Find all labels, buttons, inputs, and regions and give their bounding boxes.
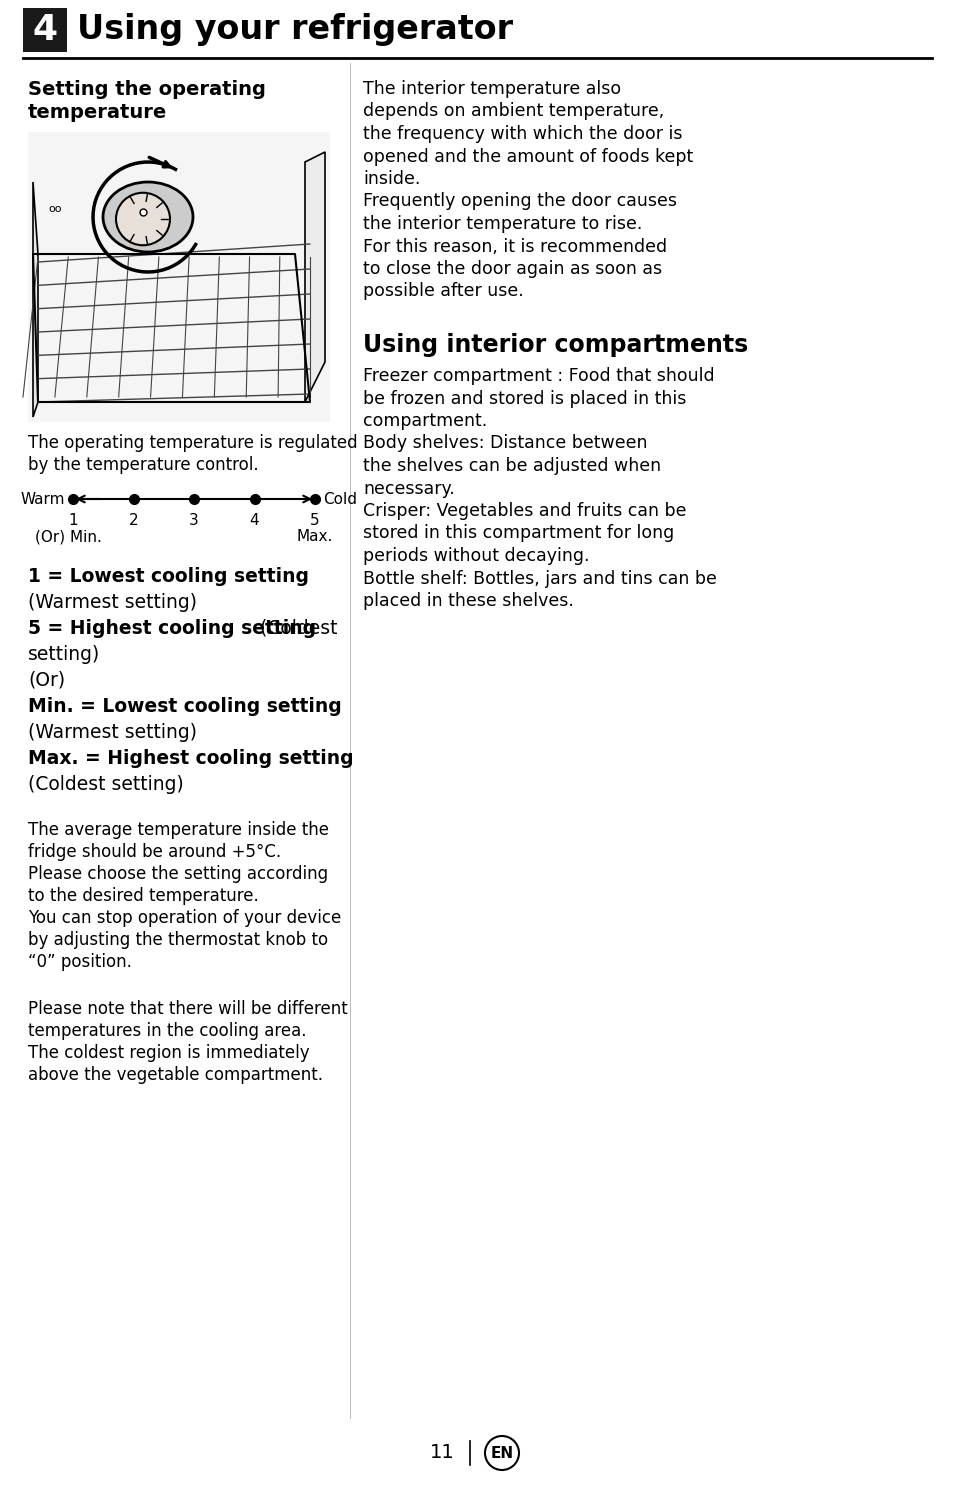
Text: the frequency with which the door is: the frequency with which the door is	[363, 124, 683, 142]
Text: by the temperature control.: by the temperature control.	[28, 455, 258, 473]
Text: necessary.: necessary.	[363, 479, 455, 497]
Text: Freezer compartment : Food that should: Freezer compartment : Food that should	[363, 367, 714, 385]
Text: Please choose the setting according: Please choose the setting according	[28, 864, 328, 882]
Text: 11: 11	[430, 1444, 455, 1462]
Text: 3: 3	[189, 512, 199, 527]
Text: above the vegetable compartment.: above the vegetable compartment.	[28, 1067, 323, 1085]
Text: The interior temperature also: The interior temperature also	[363, 79, 621, 97]
Text: fridge should be around +5°C.: fridge should be around +5°C.	[28, 843, 281, 861]
Text: periods without decaying.: periods without decaying.	[363, 547, 589, 565]
Text: depends on ambient temperature,: depends on ambient temperature,	[363, 102, 664, 120]
Text: Min. = Lowest cooling setting: Min. = Lowest cooling setting	[28, 697, 342, 716]
Text: 4: 4	[33, 13, 58, 46]
Text: 4: 4	[250, 512, 259, 527]
Text: (Or): (Or)	[28, 671, 65, 691]
Text: placed in these shelves.: placed in these shelves.	[363, 592, 574, 610]
Text: setting): setting)	[28, 646, 100, 664]
Text: 1 = Lowest cooling setting: 1 = Lowest cooling setting	[28, 568, 309, 586]
Polygon shape	[305, 151, 325, 401]
Text: Max.: Max.	[297, 529, 333, 544]
Text: “0” position.: “0” position.	[28, 953, 132, 971]
Text: the shelves can be adjusted when: the shelves can be adjusted when	[363, 457, 661, 475]
Text: Frequently opening the door causes: Frequently opening the door causes	[363, 193, 677, 211]
Text: the interior temperature to rise.: the interior temperature to rise.	[363, 216, 642, 234]
Bar	[28, 132, 330, 422]
Text: The average temperature inside the: The average temperature inside the	[28, 821, 329, 839]
Polygon shape	[33, 181, 38, 416]
Text: Max. = Highest cooling setting: Max. = Highest cooling setting	[28, 749, 353, 768]
Text: 1: 1	[68, 512, 78, 527]
Text: (Or) Min.: (Or) Min.	[35, 529, 102, 544]
Text: (Warmest setting): (Warmest setting)	[28, 593, 197, 613]
Text: Body shelves: Distance between: Body shelves: Distance between	[363, 434, 647, 452]
Text: to close the door again as soon as: to close the door again as soon as	[363, 261, 662, 279]
Text: to the desired temperature.: to the desired temperature.	[28, 887, 259, 905]
Text: 5: 5	[310, 512, 320, 527]
Text: compartment.: compartment.	[363, 412, 488, 430]
Text: EN: EN	[491, 1446, 514, 1461]
Text: temperatures in the cooling area.: temperatures in the cooling area.	[28, 1022, 306, 1040]
Text: be frozen and stored is placed in this: be frozen and stored is placed in this	[363, 389, 686, 407]
Text: For this reason, it is recommended: For this reason, it is recommended	[363, 238, 667, 256]
Text: by adjusting the thermostat knob to: by adjusting the thermostat knob to	[28, 930, 328, 950]
Text: Bottle shelf: Bottles, jars and tins can be: Bottle shelf: Bottles, jars and tins can…	[363, 569, 717, 587]
Text: The operating temperature is regulated: The operating temperature is regulated	[28, 434, 358, 452]
Ellipse shape	[116, 193, 170, 246]
Text: The coldest region is immediately: The coldest region is immediately	[28, 1044, 310, 1062]
Text: You can stop operation of your device: You can stop operation of your device	[28, 909, 341, 927]
Text: (Coldest setting): (Coldest setting)	[28, 774, 183, 794]
Text: Using your refrigerator: Using your refrigerator	[77, 13, 513, 46]
Text: inside.: inside.	[363, 169, 420, 189]
Bar	[23, 7, 67, 52]
Text: oo: oo	[48, 204, 61, 214]
Text: stored in this compartment for long: stored in this compartment for long	[363, 524, 674, 542]
Text: opened and the amount of foods kept: opened and the amount of foods kept	[363, 147, 693, 165]
Text: (Warmest setting): (Warmest setting)	[28, 724, 197, 742]
Text: (Coldest: (Coldest	[254, 619, 338, 638]
Ellipse shape	[103, 181, 193, 252]
Text: Please note that there will be different: Please note that there will be different	[28, 1001, 348, 1019]
Text: Warm: Warm	[20, 491, 65, 506]
Text: 2: 2	[129, 512, 138, 527]
Text: Using interior compartments: Using interior compartments	[363, 333, 748, 357]
Text: Cold: Cold	[323, 491, 357, 506]
Text: 5 = Highest cooling setting: 5 = Highest cooling setting	[28, 619, 316, 638]
Text: Crisper: Vegetables and fruits can be: Crisper: Vegetables and fruits can be	[363, 502, 686, 520]
Text: possible after use.: possible after use.	[363, 283, 524, 301]
Text: Setting the operating
temperature: Setting the operating temperature	[28, 79, 266, 123]
